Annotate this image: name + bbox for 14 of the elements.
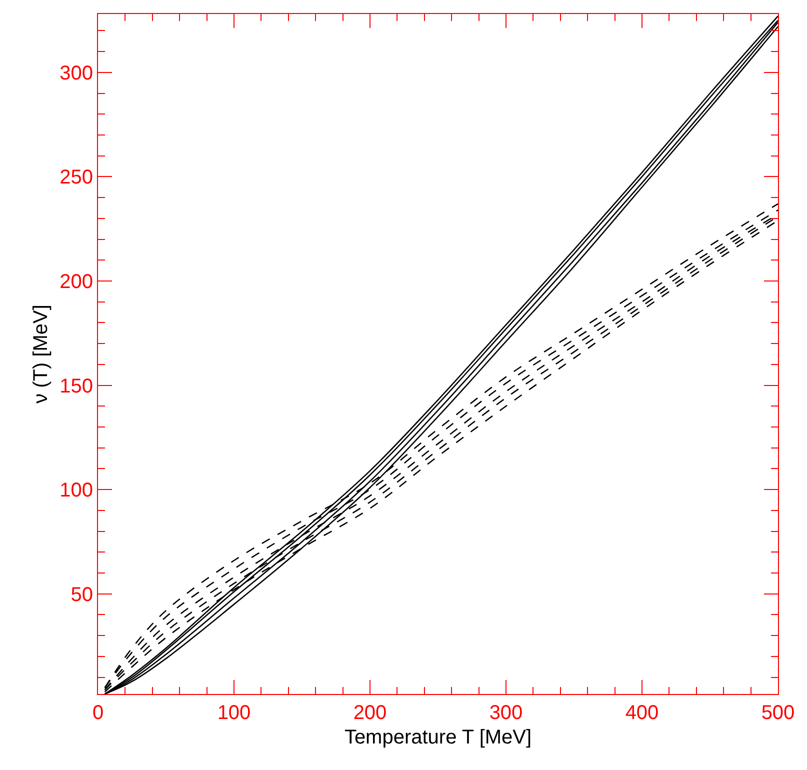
x-tick-label: 500 [761,702,795,724]
x-tick-label: 300 [489,702,523,724]
y-tick-label: 150 [60,375,93,398]
x-tick-label: 400 [625,702,659,724]
x-tick-label: 0 [92,702,104,724]
y-tick-label: 100 [60,480,93,502]
x-tick-label: 100 [217,702,251,724]
y-tick-label: 250 [60,166,93,189]
y-axis-title: ν (T) [MeV] [30,304,52,404]
x-axis-title: Temperature T [MeV] [344,726,532,748]
x-tick-label: 200 [353,702,387,724]
y-tick-label: 300 [60,62,93,84]
y-tick-label: 200 [60,270,93,293]
y-tick-label: 50 [70,584,93,606]
